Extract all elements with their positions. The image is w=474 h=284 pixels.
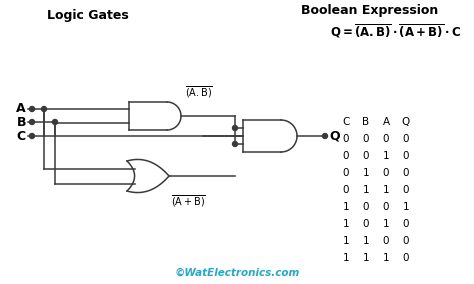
Text: $\mathbf{Q = \overline{(A.B)} \cdot \overline{(A+B)} \cdot C}$: $\mathbf{Q = \overline{(A.B)} \cdot \ove… — [330, 22, 461, 40]
Text: 0: 0 — [383, 202, 389, 212]
Circle shape — [29, 133, 35, 139]
Text: Q: Q — [402, 117, 410, 127]
Text: 1: 1 — [383, 219, 389, 229]
Text: 0: 0 — [403, 236, 409, 246]
Text: A: A — [383, 117, 390, 127]
Circle shape — [233, 141, 237, 147]
Text: 0: 0 — [343, 185, 349, 195]
Text: B: B — [17, 116, 26, 128]
Circle shape — [233, 126, 237, 131]
Circle shape — [53, 120, 57, 124]
Text: 1: 1 — [363, 236, 369, 246]
Text: 0: 0 — [363, 151, 369, 161]
Text: 0: 0 — [343, 151, 349, 161]
Text: 0: 0 — [343, 168, 349, 178]
Text: 1: 1 — [403, 202, 410, 212]
Text: 0: 0 — [403, 253, 409, 263]
Text: 0: 0 — [403, 168, 409, 178]
Text: C: C — [342, 117, 350, 127]
Circle shape — [29, 106, 35, 112]
Text: 1: 1 — [383, 253, 389, 263]
Text: B: B — [363, 117, 370, 127]
Text: 0: 0 — [383, 134, 389, 144]
Text: 0: 0 — [403, 151, 409, 161]
Text: 1: 1 — [343, 253, 349, 263]
Text: 1: 1 — [343, 219, 349, 229]
Text: $\overline{(\mathrm{A.B})}$: $\overline{(\mathrm{A.B})}$ — [185, 84, 213, 100]
Text: 0: 0 — [363, 134, 369, 144]
Text: 0: 0 — [403, 134, 409, 144]
Circle shape — [322, 133, 328, 139]
Text: Logic Gates: Logic Gates — [47, 9, 129, 22]
Text: Q: Q — [329, 130, 340, 143]
Text: 0: 0 — [363, 202, 369, 212]
Text: 1: 1 — [363, 185, 369, 195]
Text: 0: 0 — [383, 168, 389, 178]
Text: A: A — [17, 103, 26, 116]
Text: 0: 0 — [403, 185, 409, 195]
Text: 1: 1 — [363, 168, 369, 178]
Text: $\overline{(\mathrm{A+B})}$: $\overline{(\mathrm{A+B})}$ — [171, 193, 206, 209]
Text: Boolean Expression: Boolean Expression — [301, 4, 438, 17]
Text: C: C — [17, 130, 26, 143]
Text: 1: 1 — [383, 151, 389, 161]
Circle shape — [42, 106, 46, 112]
Text: 1: 1 — [343, 202, 349, 212]
Text: 0: 0 — [403, 219, 409, 229]
Text: 0: 0 — [383, 236, 389, 246]
Text: ©WatElectronics.com: ©WatElectronics.com — [174, 268, 300, 278]
Circle shape — [29, 120, 35, 124]
Text: 1: 1 — [343, 236, 349, 246]
Text: 1: 1 — [363, 253, 369, 263]
Text: 0: 0 — [363, 219, 369, 229]
Text: 1: 1 — [383, 185, 389, 195]
Text: 0: 0 — [343, 134, 349, 144]
